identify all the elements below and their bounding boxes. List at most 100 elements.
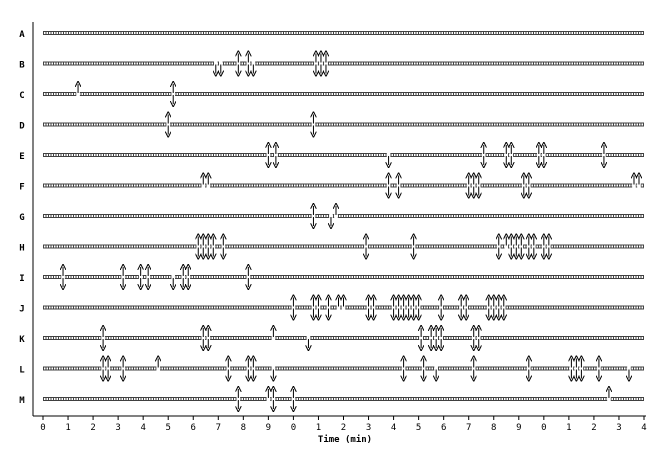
event-marker xyxy=(417,298,421,318)
event-gap xyxy=(429,335,433,341)
event-marker xyxy=(607,389,611,402)
event-marker xyxy=(477,176,481,196)
event-gap xyxy=(201,244,206,249)
event-gap xyxy=(439,305,443,310)
event-marker xyxy=(121,359,125,379)
event-marker xyxy=(274,145,278,165)
x-tick-label: 1 xyxy=(566,423,571,433)
row-label: K xyxy=(19,335,25,345)
x-tick-label: 0 xyxy=(40,423,45,433)
event-gap xyxy=(396,183,401,188)
event-gap xyxy=(411,305,416,310)
event-marker xyxy=(637,176,641,188)
row-k: K xyxy=(19,328,644,348)
event-gap xyxy=(476,335,481,341)
event-marker xyxy=(386,152,391,166)
event-marker xyxy=(364,237,368,257)
row-g: G xyxy=(19,206,644,226)
event-gap xyxy=(171,274,176,280)
event-gap xyxy=(464,305,469,310)
event-gap xyxy=(627,366,631,371)
event-gap xyxy=(221,244,226,249)
event-gap xyxy=(569,366,574,371)
row-label: F xyxy=(19,183,24,193)
plot-frame xyxy=(32,22,646,417)
event-gap xyxy=(486,305,491,310)
event-marker xyxy=(472,176,476,196)
event-marker xyxy=(514,237,518,257)
event-gap xyxy=(537,152,541,158)
event-gap xyxy=(607,396,611,402)
event-gap xyxy=(597,366,601,371)
event-gap xyxy=(251,61,256,66)
event-gap xyxy=(121,274,125,280)
event-gap xyxy=(364,244,368,249)
row-a: A xyxy=(19,30,644,40)
event-gap xyxy=(501,305,506,310)
event-marker xyxy=(186,267,190,287)
event-gap xyxy=(341,305,346,310)
event-gap xyxy=(574,366,579,371)
event-marker xyxy=(272,389,276,409)
event-marker xyxy=(434,366,438,379)
event-marker xyxy=(439,328,443,348)
event-marker xyxy=(527,359,531,379)
event-marker xyxy=(542,237,546,257)
event-marker xyxy=(171,84,175,104)
event-marker xyxy=(504,145,508,165)
event-gap xyxy=(329,213,333,219)
event-marker xyxy=(464,298,468,318)
event-marker xyxy=(219,61,223,74)
event-gap xyxy=(266,152,271,158)
event-gap xyxy=(196,244,201,249)
event-marker xyxy=(214,61,218,74)
event-marker xyxy=(367,298,371,318)
event-marker xyxy=(472,359,476,379)
event-gap xyxy=(101,335,105,341)
event-gap xyxy=(201,183,206,188)
event-gap xyxy=(421,366,426,371)
event-marker xyxy=(324,54,328,74)
event-marker xyxy=(509,237,513,257)
event-marker xyxy=(237,54,241,74)
event-marker xyxy=(312,206,316,226)
event-marker xyxy=(502,298,506,318)
event-gap xyxy=(246,366,251,371)
event-gap xyxy=(306,335,311,341)
event-gap xyxy=(251,366,256,371)
event-gap xyxy=(396,305,401,310)
event-marker xyxy=(527,237,531,257)
row-label: I xyxy=(19,274,24,284)
event-marker xyxy=(602,145,606,165)
event-gap xyxy=(416,305,421,310)
event-gap xyxy=(246,274,251,280)
event-marker xyxy=(334,206,338,219)
event-gap xyxy=(371,305,376,310)
event-marker xyxy=(419,328,423,348)
event-gap xyxy=(201,335,206,341)
row-label: A xyxy=(19,30,25,40)
event-marker xyxy=(372,298,376,318)
event-marker xyxy=(247,267,251,287)
event-marker xyxy=(459,298,463,318)
event-gap xyxy=(271,335,276,341)
event-marker xyxy=(434,328,438,348)
x-tick-label: 2 xyxy=(90,423,95,433)
event-gap xyxy=(386,152,391,158)
event-gap xyxy=(532,244,536,249)
event-gap xyxy=(206,244,211,249)
event-gap xyxy=(266,396,271,402)
event-gap xyxy=(406,305,411,310)
x-tick-label: 3 xyxy=(115,423,120,433)
event-marker xyxy=(211,237,215,257)
event-gap xyxy=(366,305,371,310)
row-label: B xyxy=(19,61,25,71)
event-marker xyxy=(146,267,150,287)
event-marker xyxy=(407,298,411,318)
event-gap xyxy=(504,244,509,249)
event-gap xyxy=(101,366,105,371)
event-marker xyxy=(392,298,396,318)
event-marker xyxy=(527,176,531,196)
event-marker xyxy=(412,237,416,257)
event-marker xyxy=(337,298,341,310)
